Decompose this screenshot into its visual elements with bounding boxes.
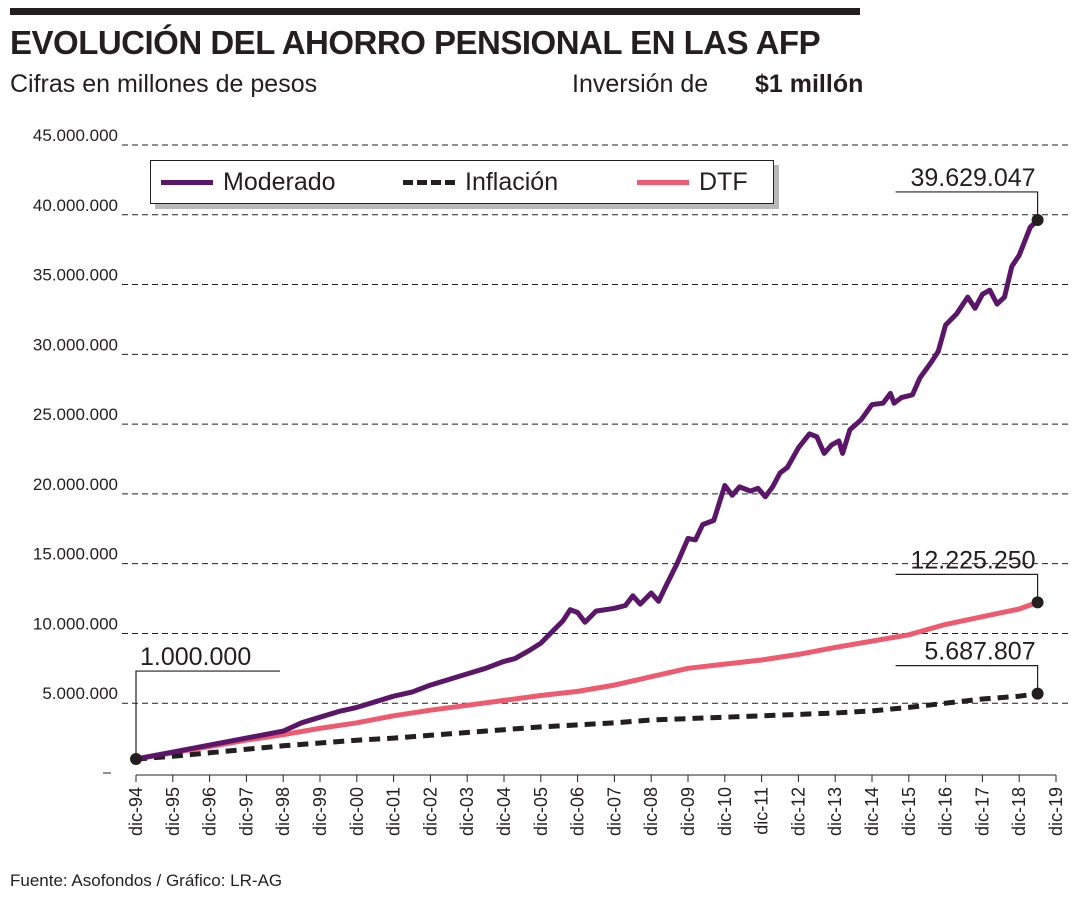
legend-label-inflacion: Inflación [465, 167, 559, 196]
x-tick-label: dic-11 [752, 787, 772, 835]
x-tick-label: dic-00 [347, 787, 367, 836]
chart-title: EVOLUCIÓN DEL AHORRO PENSIONAL EN LAS AF… [10, 24, 821, 61]
value-callout: 12.225.250 [895, 546, 1044, 609]
x-tick-label: dic-10 [715, 787, 735, 836]
legend-swatch-inflacion [403, 179, 455, 185]
x-tick-label: dic-19 [1046, 787, 1066, 836]
investment-value: $1 millón [755, 70, 864, 98]
x-tick-label: dic-16 [936, 787, 956, 836]
top-rule [10, 8, 860, 15]
value-callout: 39.629.047 [895, 164, 1044, 226]
source-note: Fuente: Asofondos / Gráfico: LR-AG [10, 871, 283, 890]
x-tick-label: dic-06 [568, 787, 588, 836]
callout-label: 5.687.807 [924, 638, 1035, 666]
legend-swatch-dtf [637, 179, 689, 185]
callout-leader [135, 670, 280, 760]
x-tick-label: dic-15 [899, 787, 919, 836]
series-line-dtf [133, 599, 1041, 762]
callout-label: 1.000.000 [140, 643, 251, 671]
chart-subtitle: Cifras en millones de pesos [10, 70, 318, 98]
legend-item-dtf: DTF [637, 161, 748, 203]
x-tick-label: dic-02 [420, 787, 440, 836]
value-callout: 5.687.807 [895, 638, 1044, 700]
callout-leader [895, 665, 1039, 694]
value-callout: 1.000.000 [130, 643, 280, 766]
data-point-marker [130, 753, 142, 766]
x-tick-label: dic-01 [384, 787, 404, 836]
x-tick-label: dic-14 [862, 787, 882, 836]
y-tick-label: 45.000.000 [33, 126, 118, 145]
investment-note: Inversión de $1 millón [572, 70, 863, 99]
x-tick-label: dic-08 [641, 787, 661, 836]
x-tick-label: dic-03 [457, 787, 477, 836]
investment-label: Inversión de [572, 70, 709, 98]
x-tick-label: dic-09 [678, 787, 698, 836]
x-tick-label: dic-04 [494, 787, 514, 836]
series-line-moderado [133, 217, 1041, 762]
x-tick-label: dic-94 [126, 787, 146, 836]
y-tick-label: 20.000.000 [33, 475, 118, 494]
y-tick-label: 30.000.000 [33, 335, 118, 354]
chart-legend: Moderado Inflación DTF [150, 160, 774, 204]
x-tick-label: dic-99 [310, 787, 330, 836]
y-tick-label: 5.000.000 [42, 684, 118, 703]
series-line-inflacion [135, 691, 1038, 762]
legend-item-inflacion: Inflación [403, 161, 558, 203]
x-tick-label: dic-18 [1009, 787, 1029, 836]
y-tick-label: 10.000.000 [33, 614, 118, 633]
legend-label-dtf: DTF [699, 167, 748, 196]
legend-swatch-moderado [161, 179, 213, 185]
data-point-marker [1031, 213, 1044, 226]
y-tick-label: 35.000.000 [33, 266, 118, 285]
callout-label: 12.225.250 [910, 546, 1035, 574]
x-tick-label: dic-96 [200, 787, 220, 836]
x-tick-label: dic-12 [788, 787, 808, 836]
x-tick-label: dic-07 [604, 787, 624, 836]
legend-label-moderado: Moderado [223, 167, 336, 196]
callout-leader [895, 573, 1039, 603]
x-tick-label: dic-98 [273, 787, 293, 836]
x-tick-label: dic-13 [825, 787, 845, 836]
legend-item-moderado: Moderado [161, 161, 336, 203]
callout-leader [895, 191, 1039, 220]
y-tick-label: 40.000.000 [33, 196, 118, 215]
x-tick-label: dic-97 [236, 787, 256, 836]
callout-label: 39.629.047 [910, 164, 1035, 192]
data-point-marker [1031, 596, 1044, 609]
x-tick-label: dic-05 [531, 787, 551, 836]
y-tick-label: 25.000.000 [33, 405, 118, 424]
y-tick-label: 15.000.000 [33, 545, 118, 564]
data-point-marker [1031, 687, 1044, 700]
x-tick-label: dic-17 [972, 787, 992, 836]
x-tick-label: dic-95 [163, 787, 183, 836]
